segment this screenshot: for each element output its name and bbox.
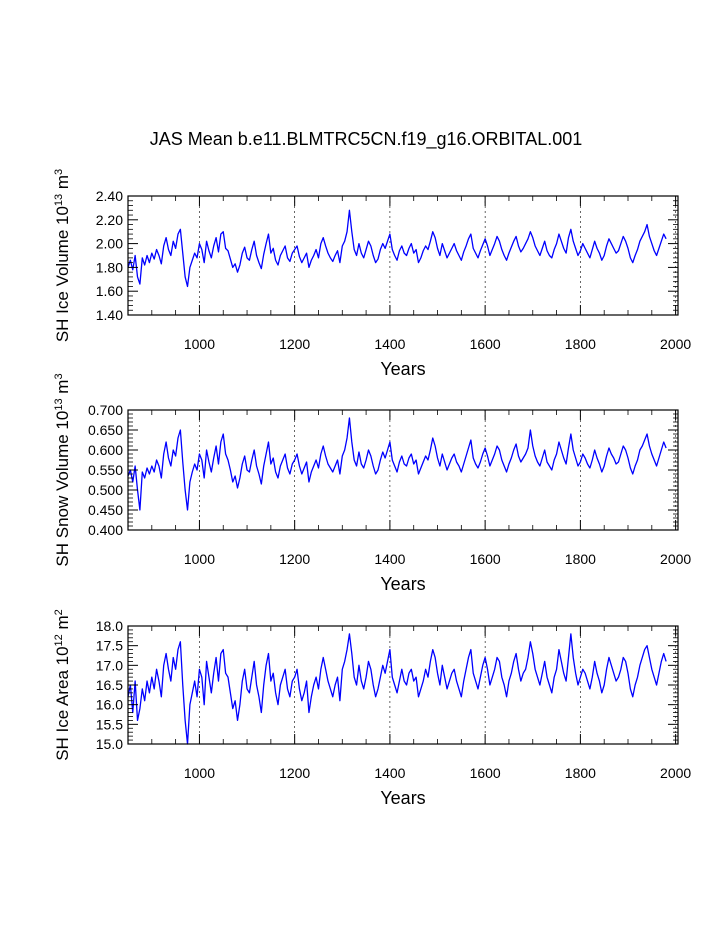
x-tick-label: 1000 (184, 765, 215, 781)
x-tick-label: 2000 (660, 336, 691, 352)
plot-frame (127, 195, 679, 316)
series-line (127, 417, 667, 511)
y-tick-label: 1.40 (96, 307, 123, 323)
y-tick-label: 15.5 (96, 716, 123, 732)
y-tick-label: 18.0 (96, 618, 123, 634)
x-tick-label: 2000 (660, 765, 691, 781)
y-tick-label: 16.0 (96, 697, 123, 713)
x-tick-label: 1800 (565, 336, 596, 352)
y-axis-label: SH Ice Volume 1013 m3 (53, 169, 72, 342)
y-tick-label: 0.700 (88, 402, 123, 418)
y-axis-label-exponent: 3 (53, 169, 65, 175)
y-tick-label: 2.20 (96, 212, 123, 228)
x-tick-label: 1200 (279, 551, 310, 567)
x-tick-label: 1400 (374, 765, 405, 781)
y-tick-label: 17.5 (96, 638, 123, 654)
y-axis-label-exponent: 2 (53, 609, 65, 615)
x-tick-label: 1000 (184, 336, 215, 352)
x-tick-label: 1800 (565, 765, 596, 781)
y-axis-label-exponent: 3 (53, 373, 65, 379)
x-tick-label: 2000 (660, 551, 691, 567)
y-tick-label: 0.550 (88, 462, 123, 478)
x-axis-label: Years (380, 788, 425, 808)
series-line (127, 209, 667, 288)
y-axis-label-part: m (53, 615, 72, 634)
y-tick-label: 2.40 (96, 188, 123, 204)
y-tick-label: 17.0 (96, 657, 123, 673)
y-axis-label: SH Snow Volume 1013 m3 (53, 373, 72, 566)
panel-sh-ice-area: 1000 1200 1400 1600 1800 2000 15.0 15.5 16.0 16.5… (53, 609, 691, 808)
y-axis-label-part: SH Ice Volume 10 (53, 206, 72, 342)
x-tick-label: 1000 (184, 551, 215, 567)
y-tick-label: 16.5 (96, 677, 123, 693)
panel-sh-snow-volume: 1000 1200 1400 1600 1800 2000 0.400 0.450 0.500 0… (53, 373, 691, 594)
x-axis-label: Years (380, 359, 425, 379)
y-axis-label: SH Ice Area 1012 m2 (53, 609, 72, 761)
y-tick-label: 2.00 (96, 236, 123, 252)
y-tick-label: 0.650 (88, 422, 123, 438)
x-axis-label: Years (380, 574, 425, 594)
x-tick-label: 1400 (374, 551, 405, 567)
y-axis-label-exponent: 12 (53, 634, 65, 646)
y-tick-label: 1.80 (96, 259, 123, 275)
y-axis-label-part: SH Ice Area 10 (53, 646, 72, 760)
y-axis-label-exponent: 13 (53, 398, 65, 410)
y-axis-label-part: m (53, 380, 72, 399)
x-tick-label: 1800 (565, 551, 596, 567)
x-tick-label: 1600 (470, 336, 501, 352)
x-tick-label: 1200 (279, 336, 310, 352)
x-tick-label: 1200 (279, 765, 310, 781)
panel-sh-ice-volume: 1000 1200 1400 1600 1800 2000 1.40 1.60 1.80 2.00… (53, 169, 691, 379)
y-tick-label: 0.450 (88, 502, 123, 518)
y-axis-label-exponent: 13 (53, 194, 65, 206)
y-tick-label: 15.0 (96, 736, 123, 752)
y-axis-label-part: m (53, 175, 72, 194)
x-tick-label: 1600 (470, 765, 501, 781)
x-tick-label: 1600 (470, 551, 501, 567)
y-tick-label: 0.600 (88, 442, 123, 458)
x-tick-label: 1400 (374, 336, 405, 352)
series-line (127, 633, 667, 745)
y-tick-label: 0.400 (88, 522, 123, 538)
y-axis-label-part: SH Snow Volume 10 (53, 411, 72, 567)
figure-title: JAS Mean b.e11.BLMTRC5CN.f19_g16.ORBITAL… (150, 129, 583, 150)
y-tick-label: 1.60 (96, 283, 123, 299)
y-tick-label: 0.500 (88, 482, 123, 498)
